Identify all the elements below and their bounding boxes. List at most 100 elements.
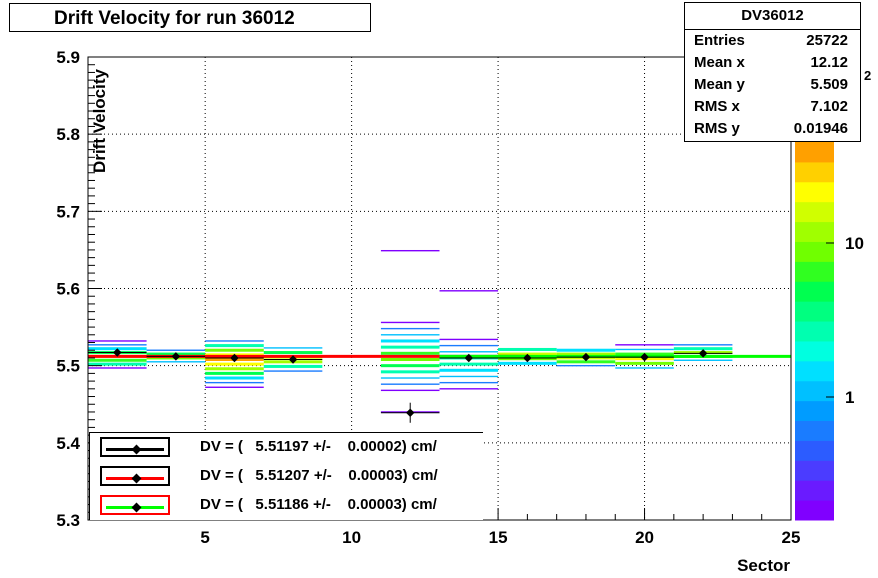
legend-label: DV = ( 5.51197 +/- 0.00002) cm/: [200, 438, 437, 455]
heatmap-bin: [88, 362, 147, 366]
stats-box: DV36012 Entries 25722 Mean x 12.12 Mean …: [684, 2, 861, 142]
profile-point: [523, 353, 532, 363]
y-tick-label: 5.7: [56, 202, 80, 221]
heatmap-bin: [205, 340, 264, 342]
legend-entry: DV = ( 5.51207 +/- 0.00003) cm/: [100, 464, 480, 488]
heatmap-bin: [380, 370, 440, 374]
palette-swatch: [795, 301, 834, 322]
palette-swatch: [795, 500, 834, 521]
palette-swatch: [795, 201, 834, 223]
palette-swatch: [795, 420, 834, 441]
heatmap-bin: [439, 368, 499, 372]
palette-swatch: [795, 161, 834, 183]
profile-point: [640, 352, 649, 362]
heatmap-bin: [556, 360, 616, 364]
profile-point: [464, 353, 474, 363]
heatmap-bin: [205, 362, 264, 366]
chart-title: Drift Velocity for run 36012: [9, 3, 371, 32]
heatmap-bins: [88, 249, 733, 517]
heatmap-bin: [498, 361, 557, 365]
heatmap-bin: [380, 357, 440, 361]
legend-marker-icon: [131, 473, 142, 484]
heatmap-bin: [380, 351, 440, 355]
heatmap-bin: [498, 347, 557, 351]
x-tick-label: 5: [200, 528, 209, 547]
palette-swatch: [795, 321, 834, 342]
heatmap-bin: [88, 344, 147, 346]
heatmap-bin: [380, 339, 440, 343]
stats-row-mean-x: Mean x 12.12: [685, 52, 860, 74]
legend-label: DV = ( 5.51186 +/- 0.00003) cm/: [200, 496, 437, 513]
heatmap-bin: [556, 348, 616, 352]
y-tick-label: 5.4: [56, 434, 80, 453]
palette-swatch: [795, 460, 834, 481]
heatmap-bin: [439, 375, 499, 378]
y-tick-label: 5.5: [56, 357, 80, 376]
palette-swatch: [795, 241, 834, 262]
heatmap-bin: [88, 367, 147, 369]
heatmap-bin: [380, 383, 440, 385]
heatmap-bin: [263, 364, 323, 368]
heatmap-bin: [556, 364, 616, 367]
heatmap-bin: [380, 389, 440, 392]
profile-point: [230, 353, 239, 363]
heatmap-bin: [205, 376, 264, 380]
heatmap-bin: [263, 351, 323, 355]
y-tick-label: 5.6: [56, 280, 80, 299]
stats-label: Mean x: [694, 54, 745, 71]
heatmap-bin: [205, 344, 264, 348]
palette-swatch: [795, 221, 834, 242]
heatmap-bin: [673, 359, 733, 361]
heatmap-bin: [439, 381, 499, 384]
palette-swatch: [795, 181, 834, 203]
stats-row-rms-x: RMS x 7.102: [685, 96, 860, 118]
heatmap-bin: [615, 361, 674, 365]
heatmap-bin: [263, 370, 323, 372]
legend-swatch: [100, 495, 170, 515]
stats-row-mean-y: Mean y 5.509: [685, 74, 860, 96]
palette-swatch: [795, 261, 834, 282]
heatmap-bin: [439, 338, 499, 341]
heatmap-bin: [439, 344, 499, 347]
x-tick-label: 10: [342, 528, 361, 547]
palette-swatch: [795, 360, 834, 382]
heatmap-bin: [88, 358, 147, 362]
stats-row-entries: Entries 25722: [685, 30, 860, 52]
profile-points: [88, 348, 733, 423]
heatmap-bin: [380, 364, 440, 368]
stats-value: 12.12: [810, 54, 848, 71]
heatmap-bin: [615, 348, 674, 351]
heatmap-bin: [146, 361, 206, 363]
heatmap-bin: [146, 349, 206, 351]
palette-swatch: [795, 480, 834, 501]
profile-point: [171, 352, 181, 361]
palette-swatch: [795, 380, 834, 402]
profile-point: [113, 348, 122, 357]
heatmap-bin: [380, 327, 440, 330]
heatmap-bin: [673, 347, 733, 351]
palette-exponent-label: 2: [864, 68, 871, 83]
heatmap-bin: [380, 249, 440, 252]
stats-value: 25722: [806, 32, 848, 49]
heatmap-bin: [439, 290, 499, 292]
legend-swatch: [100, 437, 170, 457]
heatmap-bin: [380, 334, 440, 336]
stats-value: 5.509: [810, 76, 848, 93]
profile-point: [581, 352, 591, 362]
stats-box-title: DV36012: [685, 3, 860, 30]
palette-tick-label: 1: [845, 388, 854, 407]
stats-label: Entries: [694, 32, 745, 49]
legend-marker-icon: [131, 444, 142, 455]
y-tick-label: 5.9: [56, 48, 80, 67]
heatmap-bin: [615, 367, 674, 369]
x-axis-label: Sector: [737, 556, 790, 575]
axes: 5 10 15 20 25 5.3 5.4 5.5 5.6 5.7 5.8 5.9: [56, 48, 800, 547]
fit-legend: DV = ( 5.51197 +/- 0.00002) cm/ DV = ( 5…: [89, 432, 483, 520]
heatmap-bin: [205, 367, 264, 371]
stats-label: Mean y: [694, 76, 745, 93]
stats-label: RMS x: [694, 98, 740, 115]
heatmap-bin: [439, 351, 499, 353]
heatmap-bin: [205, 381, 264, 384]
heatmap-bin: [263, 347, 323, 349]
